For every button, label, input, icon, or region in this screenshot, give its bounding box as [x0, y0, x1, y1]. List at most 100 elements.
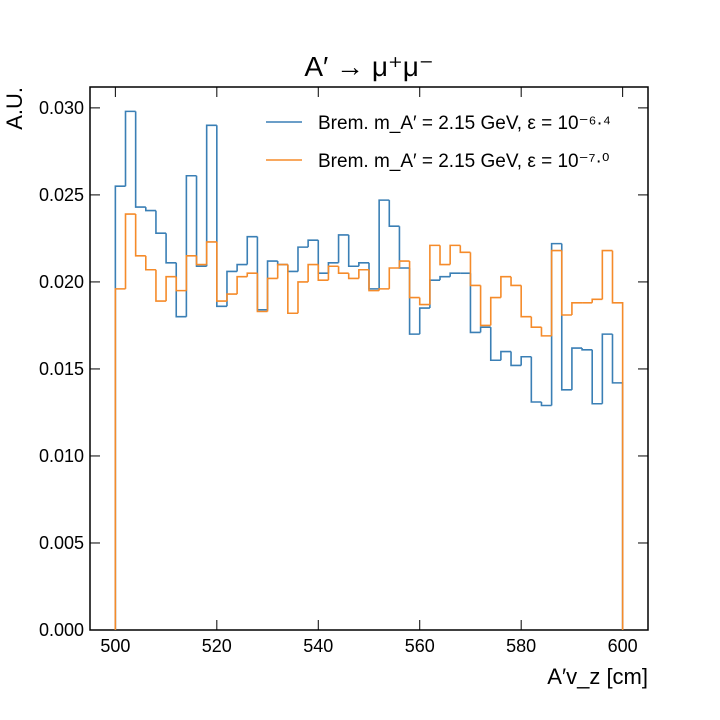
y-tick-label: 0.025	[39, 185, 84, 205]
histogram-step	[287, 264, 298, 315]
histogram-step	[317, 264, 329, 281]
histogram-step	[205, 241, 217, 265]
histogram-step	[449, 244, 461, 265]
histogram-step	[469, 273, 481, 334]
histogram-step	[368, 269, 380, 292]
histogram-step	[429, 279, 441, 309]
y-tick-label: 0.015	[39, 359, 84, 379]
histogram-step	[236, 263, 248, 272]
plot-frame	[89, 86, 649, 631]
histogram-step	[418, 297, 430, 306]
histogram-step	[155, 269, 167, 302]
histogram-step	[560, 250, 572, 316]
histogram-step	[337, 234, 349, 263]
y-axis-label: A.U.	[2, 87, 27, 130]
histogram-step	[439, 275, 451, 281]
histogram-step	[246, 235, 258, 265]
histogram-step	[246, 272, 258, 277]
histogram-step	[601, 333, 613, 404]
histogram-step	[145, 255, 156, 271]
histogram-step	[226, 270, 238, 307]
histogram-step	[530, 356, 542, 403]
histogram-step	[550, 242, 562, 406]
histogram-step	[388, 267, 400, 289]
histogram-step	[581, 348, 593, 351]
y-tick-label: 0.020	[39, 272, 84, 292]
histogram-step	[571, 347, 583, 390]
histogram-step	[256, 236, 268, 311]
histogram-step	[459, 245, 471, 254]
histogram-step	[165, 275, 177, 302]
histogram-step	[408, 261, 420, 299]
histogram-step	[591, 349, 603, 405]
legend-label: Brem. m_A′ = 2.15 GeV, ε = 10⁻⁶·⁴	[318, 113, 611, 134]
histogram-step	[327, 265, 339, 281]
histogram-step	[398, 260, 410, 268]
histogram-step	[276, 263, 288, 279]
histogram-step	[479, 326, 491, 333]
y-tick-label: 0.000	[39, 620, 84, 640]
histogram-step	[500, 350, 512, 361]
histogram-step	[408, 268, 420, 335]
histogram-step	[175, 262, 187, 318]
histogram-step	[388, 200, 400, 228]
histogram-step	[175, 276, 187, 292]
histogram-step	[368, 262, 380, 290]
histogram-step	[216, 125, 227, 308]
histogram-step	[378, 199, 390, 289]
histogram-step	[216, 241, 227, 302]
x-tick-label: 560	[405, 636, 435, 656]
histogram-step	[489, 327, 501, 362]
histogram-step	[195, 175, 207, 268]
histogram-step	[418, 307, 430, 335]
histogram-step	[571, 302, 583, 315]
y-tick-label: 0.010	[39, 446, 84, 466]
histogram-step	[226, 293, 238, 302]
histogram-step	[500, 275, 512, 298]
histogram-step	[185, 174, 197, 317]
histogram-step	[256, 273, 268, 313]
histogram-step	[601, 249, 613, 300]
histogram-step	[479, 285, 491, 327]
histogram-step	[327, 261, 339, 274]
histogram-step	[297, 246, 309, 272]
histogram-step	[378, 288, 390, 291]
histogram-step	[439, 245, 451, 266]
histogram-step	[550, 249, 562, 336]
histogram-step	[560, 243, 572, 391]
histogram-step	[347, 273, 359, 280]
histogram-step	[287, 264, 298, 273]
legend-label: Brem. m_A′ = 2.15 GeV, ε = 10⁻⁷·⁰	[318, 151, 609, 172]
histogram-step	[155, 210, 167, 234]
histogram-step	[358, 261, 369, 267]
histogram-step	[510, 276, 522, 287]
y-tick-label: 0.030	[39, 98, 84, 118]
histogram-step	[520, 285, 532, 318]
histogram-step	[510, 351, 522, 367]
histogram-step	[195, 255, 207, 266]
histogram-step	[347, 234, 359, 268]
histogram-step	[530, 316, 542, 328]
histogram-step	[185, 255, 197, 291]
x-axis-label: A′v_z [cm]	[547, 664, 648, 689]
histogram-step	[429, 244, 441, 305]
histogram-step	[611, 250, 624, 630]
chart-title: A′ → μ⁺μ⁻	[304, 51, 433, 82]
histogram-step	[205, 124, 217, 267]
x-tick-label: 600	[608, 636, 638, 656]
histogram-step	[520, 355, 532, 366]
histogram-step	[236, 275, 248, 295]
x-tick-label: 520	[202, 636, 232, 656]
histogram-step	[145, 207, 156, 212]
histogram-step	[591, 298, 603, 303]
x-tick-label: 500	[100, 636, 130, 656]
histogram-step	[307, 263, 319, 282]
histogram-step	[540, 402, 552, 407]
histogram-step	[540, 327, 552, 337]
histogram-step	[114, 185, 126, 630]
x-tick-label: 540	[303, 636, 333, 656]
x-tick-label: 580	[506, 636, 536, 656]
histogram-step	[165, 233, 177, 264]
histogram-step	[449, 272, 461, 277]
